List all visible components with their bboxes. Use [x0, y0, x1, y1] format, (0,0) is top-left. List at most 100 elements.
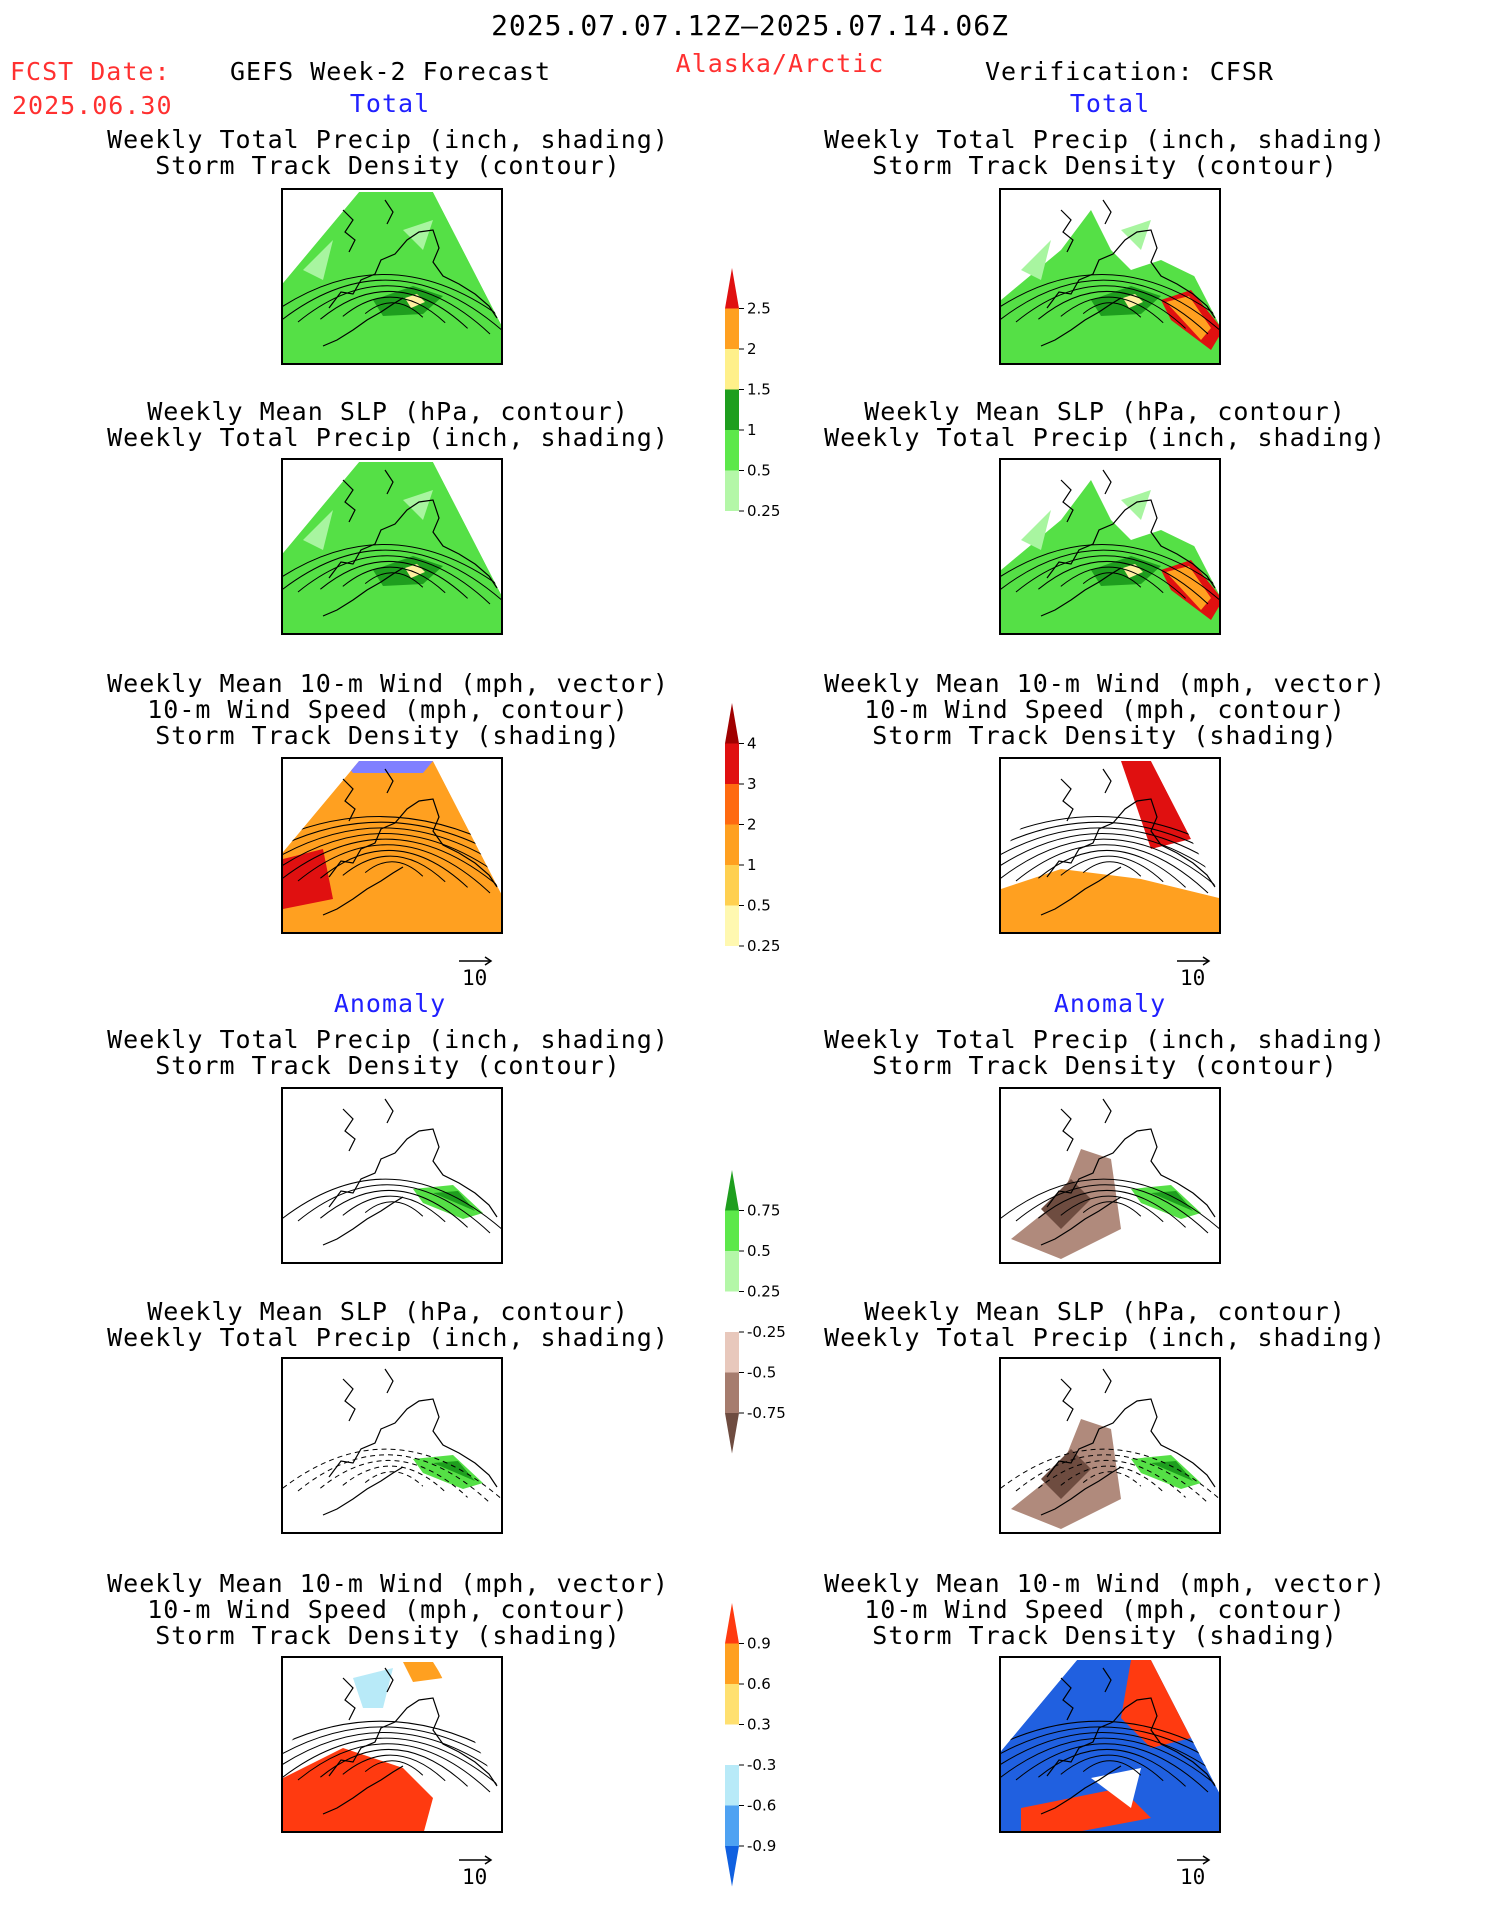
panel-title-fcst-3-line1: Weekly Total Precip (inch, shading)	[107, 1025, 669, 1054]
colorbar-tick-label: 0.5	[747, 462, 771, 480]
contour-line	[1001, 1448, 1219, 1509]
vector-reference-label: 10	[462, 1865, 488, 1889]
region-label: Alaska/Arctic	[675, 49, 885, 78]
fcst-date-label: FCST Date:	[10, 57, 171, 86]
vector-reference-arrow	[1177, 956, 1211, 966]
map-svg	[1001, 1361, 1219, 1532]
colorbar-segment	[725, 824, 739, 865]
colorbar-segment	[725, 268, 739, 309]
precip-anomaly-positive-strong	[1151, 1191, 1193, 1211]
panel-title-fcst-1-line1: Weekly Mean SLP (hPa, contour)	[147, 397, 629, 426]
vector-reference-arrow	[459, 1855, 493, 1865]
panel-verif-total-wind-storm	[999, 757, 1221, 934]
contour-line	[1060, 566, 1164, 594]
map-field	[1001, 1361, 1219, 1532]
contour-line	[1060, 296, 1164, 324]
contour-line	[297, 1743, 491, 1793]
anomaly-label-left: Anomaly	[333, 989, 447, 1018]
contour-line	[297, 1454, 491, 1504]
total-label-left: Total	[349, 89, 431, 118]
map-field	[283, 761, 501, 932]
colorbar-tick-label: 0.25	[747, 502, 780, 520]
colorbar-segment	[725, 1603, 739, 1644]
contour-line	[297, 844, 491, 894]
vector-reference-label: 10	[1180, 966, 1206, 990]
colorbar-tick-label: 0.25	[747, 1283, 780, 1301]
colorbar-storm-total: 0.25 0.5 1 2 3 4	[725, 703, 780, 987]
storm-density-shading	[1001, 869, 1219, 932]
panel-title-fcst-4-line1: Weekly Mean SLP (hPa, contour)	[147, 1297, 629, 1326]
contour-line	[1001, 549, 1219, 610]
colorbar-segment	[725, 511, 739, 552]
contour-line	[342, 1195, 446, 1223]
panel-title-verif-5-line3: Storm Track Density (shading)	[872, 1621, 1338, 1650]
colorbar-segment	[725, 1684, 739, 1725]
contour-line	[283, 1720, 501, 1815]
panel-title-verif-3-line1: Weekly Total Precip (inch, shading)	[824, 1025, 1386, 1054]
colorbar-tick-label: -0.6	[747, 1797, 776, 1815]
coastline	[1040, 768, 1216, 916]
panel-title-verif-5-line1: Weekly Mean 10-m Wind (mph, vector)	[824, 1569, 1386, 1598]
panel-verif-anom-wind-storm	[999, 1656, 1221, 1833]
colorbar-tick-label: 2	[747, 816, 757, 834]
panel-title-fcst-5-line2: 10-m Wind Speed (mph, contour)	[147, 1595, 629, 1624]
colorbar-tick-label: 1.5	[747, 381, 771, 399]
coastline	[322, 1368, 498, 1516]
map-svg	[283, 1091, 501, 1262]
precip-light-shading	[1021, 220, 1151, 280]
colorbar-segment	[725, 430, 739, 471]
storm-anomaly-positive	[403, 1662, 443, 1682]
contour-line	[1015, 1743, 1209, 1793]
storm-anomaly-positive	[283, 1748, 433, 1831]
panel-title-fcst-1-line2: Weekly Total Precip (inch, shading)	[107, 423, 669, 452]
map-field	[283, 1660, 501, 1831]
map-svg	[1001, 192, 1219, 363]
contour-line	[283, 827, 501, 911]
colorbar-segment	[725, 1724, 739, 1765]
colorbar-segment	[725, 784, 739, 825]
panel-fcst-anom-wind-storm	[281, 1656, 503, 1833]
anomaly-label-right: Anomaly	[1053, 989, 1167, 1018]
contour-line	[1038, 291, 1186, 329]
page-title: 2025.07.07.12Z–2025.07.14.06Z	[491, 9, 1009, 42]
contour-line	[1015, 844, 1209, 894]
contour-line	[342, 855, 446, 883]
storm-anomaly-positive	[1021, 1788, 1151, 1831]
coastline	[1040, 1368, 1216, 1516]
colorbar-tick-label: 0.3	[747, 1716, 771, 1734]
colorbar-segment	[725, 1251, 739, 1292]
colorbar-segment	[725, 905, 739, 946]
panel-title-fcst-2-line1: Weekly Mean 10-m Wind (mph, vector)	[107, 669, 669, 698]
coastline	[1040, 199, 1216, 347]
colorbar-tick-label: 2.5	[747, 300, 771, 318]
anomaly-background	[283, 1361, 501, 1532]
colorbar-tick-label: -0.5	[747, 1364, 776, 1382]
anomaly-background	[283, 1091, 501, 1262]
storm-anomaly-negative	[353, 1668, 393, 1708]
precip-shading	[1001, 210, 1219, 363]
colorbar-tick-label: 1	[747, 856, 757, 874]
contour-line	[1001, 279, 1219, 340]
colorbar-segment	[725, 703, 739, 744]
contour-line	[342, 296, 446, 324]
map-svg	[1001, 761, 1219, 932]
colorbar-segment	[725, 1210, 739, 1251]
contour-line	[1060, 1754, 1164, 1782]
map-svg	[1001, 1660, 1219, 1831]
colorbar-tick-label: 0.6	[747, 1675, 771, 1693]
colorbar-segment	[725, 1332, 739, 1373]
colorbar-tick-label: 4	[747, 735, 757, 753]
coastline	[322, 1667, 498, 1815]
contour-line	[283, 816, 501, 922]
contour-line	[342, 1754, 446, 1782]
coastline	[322, 1098, 498, 1246]
verification-title: Verification: CFSR	[985, 57, 1274, 86]
colorbar-segment	[725, 1291, 739, 1332]
map-field	[283, 462, 501, 633]
contour-line	[1038, 1460, 1186, 1498]
colorbar-segment	[725, 1372, 739, 1413]
contour-line	[283, 1726, 501, 1810]
precip-shading	[1001, 480, 1219, 633]
coastline	[1040, 1098, 1216, 1246]
contour-line	[1060, 1465, 1164, 1493]
